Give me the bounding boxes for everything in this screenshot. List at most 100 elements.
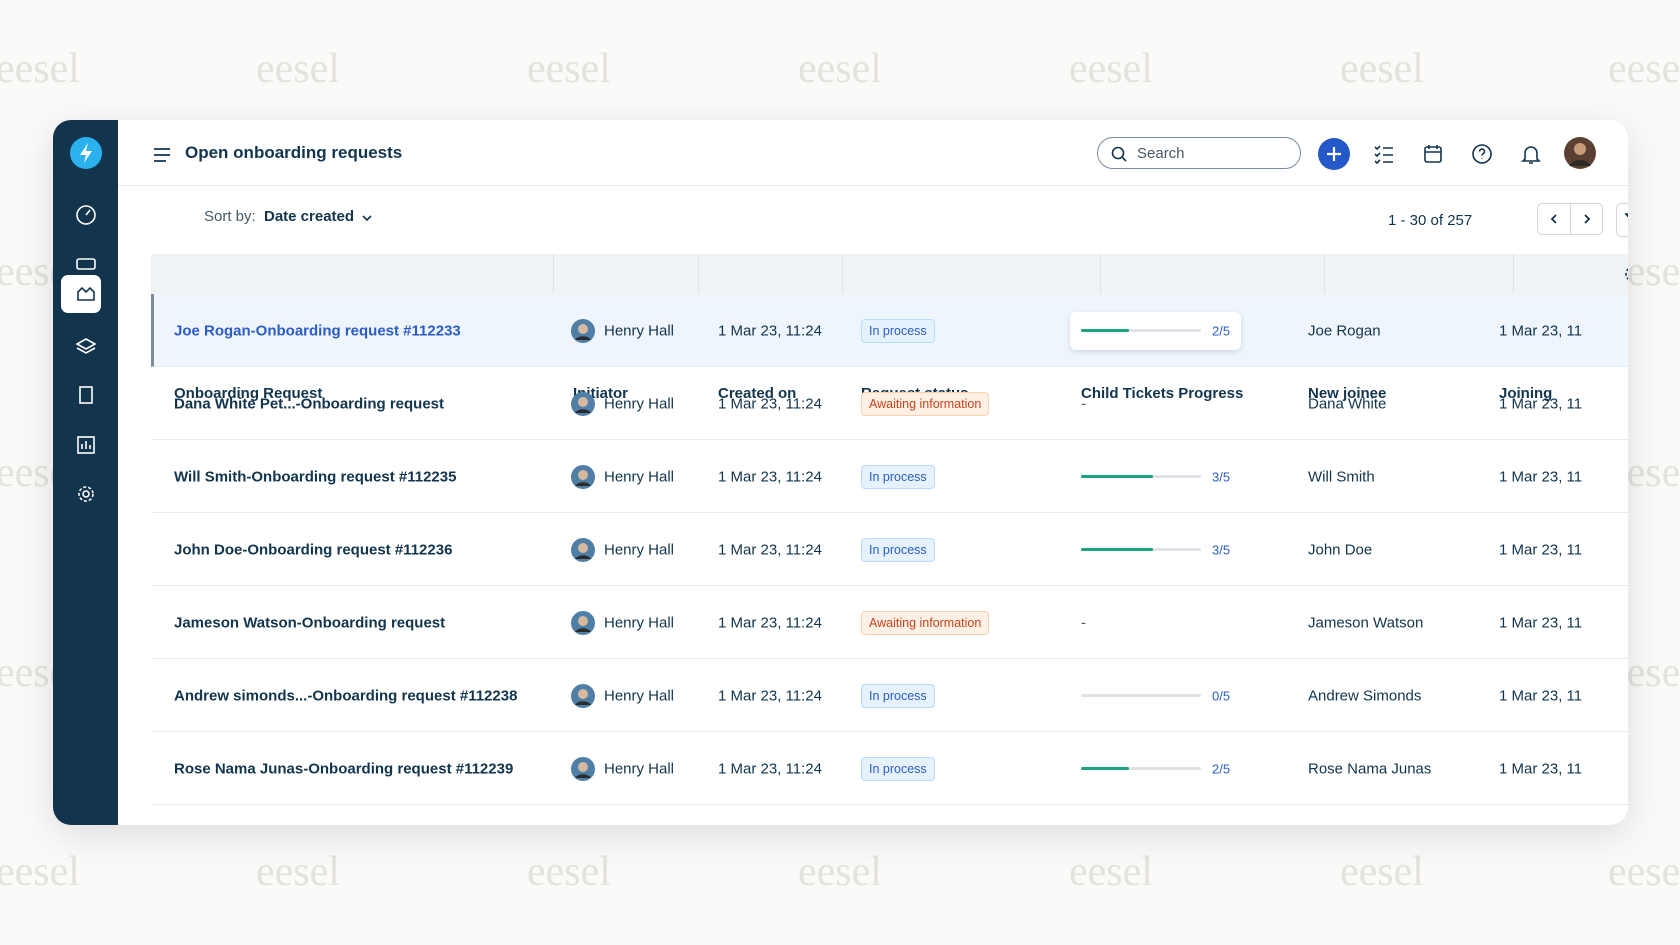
column-header: Child Tickets Progress bbox=[1081, 385, 1244, 402]
progress-empty: - bbox=[1081, 395, 1086, 412]
created-on: 1 Mar 23, 11:24 bbox=[718, 614, 822, 631]
progress-bar bbox=[1081, 475, 1153, 478]
watermark: eesel bbox=[0, 46, 80, 92]
progress-track bbox=[1081, 329, 1201, 332]
column-header: Joining bbox=[1499, 385, 1553, 402]
watermark: eesel bbox=[798, 46, 882, 92]
initiator-name: Henry Hall bbox=[604, 541, 675, 558]
new-joinee: Rose Nama Junas bbox=[1308, 760, 1432, 777]
initiator-avatar bbox=[571, 756, 595, 781]
created-on: 1 Mar 23, 11:24 bbox=[718, 687, 822, 704]
page-title: Open onboarding requests bbox=[185, 143, 403, 162]
progress-label: 2/5 bbox=[1212, 761, 1231, 776]
column-separator bbox=[698, 254, 699, 294]
dashboard-icon[interactable] bbox=[70, 199, 102, 231]
request-title[interactable]: Andrew simonds...-Onboarding request #11… bbox=[174, 687, 518, 704]
column-separator bbox=[553, 254, 554, 294]
reports-icon[interactable] bbox=[70, 429, 102, 461]
initiator-name: Henry Hall bbox=[604, 614, 675, 631]
column-header: Onboarding Request bbox=[174, 385, 323, 402]
watermark: eesel bbox=[1608, 46, 1680, 92]
created-on: 1 Mar 23, 11:24 bbox=[718, 541, 822, 558]
search-box[interactable]: Search bbox=[1097, 137, 1301, 169]
calendar-icon[interactable] bbox=[1420, 141, 1446, 167]
watermark: eesel bbox=[256, 849, 340, 895]
progress-track bbox=[1081, 694, 1201, 697]
joining-date: 1 Mar 23, 11 bbox=[1499, 687, 1583, 704]
initiator-avatar bbox=[571, 318, 595, 343]
request-title[interactable]: Dana White Pet...-Onboarding request bbox=[174, 395, 445, 412]
joining-date: 1 Mar 23, 11 bbox=[1499, 541, 1583, 558]
table-row[interactable] bbox=[151, 586, 1628, 659]
sort-value[interactable]: Date created bbox=[264, 208, 355, 225]
initiator-avatar bbox=[571, 391, 595, 416]
help-icon[interactable] bbox=[1469, 141, 1495, 167]
knowledge-icon[interactable] bbox=[70, 379, 102, 411]
menu-icon[interactable] bbox=[151, 144, 173, 166]
table-row[interactable] bbox=[151, 732, 1628, 805]
new-joinee: Joe Rogan bbox=[1308, 322, 1381, 339]
initiator-name: Henry Hall bbox=[604, 322, 675, 339]
initiator-name: Henry Hall bbox=[604, 395, 675, 412]
column-header: Created on bbox=[718, 385, 797, 402]
onboarding-icon[interactable] bbox=[70, 278, 102, 310]
tasks-icon[interactable] bbox=[1371, 141, 1397, 167]
column-separator bbox=[1513, 254, 1514, 294]
request-title[interactable]: Jameson Watson-Onboarding request bbox=[174, 614, 446, 631]
joining-date: 1 Mar 23, 11 bbox=[1499, 395, 1583, 412]
joining-date: 1 Mar 23, 11 bbox=[1499, 614, 1583, 631]
table-row[interactable] bbox=[151, 367, 1628, 440]
user-avatar[interactable] bbox=[1563, 136, 1597, 170]
initiator-name: Henry Hall bbox=[604, 468, 675, 485]
settings-icon[interactable] bbox=[70, 478, 102, 510]
search-placeholder: Search bbox=[1137, 145, 1185, 162]
status-badge: In process bbox=[861, 318, 935, 343]
column-separator bbox=[1100, 254, 1101, 294]
watermark: eesel bbox=[527, 46, 611, 92]
column-header: New joinee bbox=[1308, 385, 1387, 402]
sidebar bbox=[53, 120, 118, 825]
app-window: Open onboarding requests Search Sort by:… bbox=[53, 120, 1628, 825]
watermark: eesel bbox=[1340, 849, 1424, 895]
progress-label: 0/5 bbox=[1212, 688, 1231, 703]
new-joinee: Andrew Simonds bbox=[1308, 687, 1422, 704]
table-row[interactable] bbox=[151, 440, 1628, 513]
new-joinee: Dana White bbox=[1308, 395, 1387, 412]
initiator-name: Henry Hall bbox=[604, 687, 675, 704]
watermark: eesel bbox=[798, 849, 882, 895]
request-title[interactable]: Joe Rogan-Onboarding request #112233 bbox=[174, 322, 461, 339]
initiator-avatar bbox=[571, 683, 595, 708]
pagination-text: 1 - 30 of 257 bbox=[1388, 212, 1473, 229]
notifications-icon[interactable] bbox=[1518, 141, 1544, 167]
initiator-avatar bbox=[571, 610, 595, 635]
tickets-icon[interactable] bbox=[70, 248, 102, 280]
table-row[interactable] bbox=[151, 659, 1628, 732]
column-settings[interactable] bbox=[1617, 254, 1628, 294]
progress-bar bbox=[1081, 767, 1129, 770]
joining-date: 1 Mar 23, 11 bbox=[1499, 760, 1583, 777]
table-row[interactable] bbox=[151, 513, 1628, 586]
add-button[interactable] bbox=[1317, 137, 1351, 171]
status-badge: In process bbox=[861, 537, 935, 562]
next-page[interactable] bbox=[1580, 212, 1594, 226]
layers-icon[interactable] bbox=[70, 331, 102, 363]
sort-chevron[interactable] bbox=[360, 211, 374, 225]
request-title[interactable]: John Doe-Onboarding request #112236 bbox=[174, 541, 453, 558]
main: Open onboarding requests Search Sort by:… bbox=[118, 120, 1628, 825]
new-joinee: Jameson Watson bbox=[1308, 614, 1424, 631]
progress-label: 3/5 bbox=[1212, 542, 1231, 557]
watermark: eesel bbox=[256, 46, 340, 92]
joining-date: 1 Mar 23, 11 bbox=[1499, 468, 1583, 485]
watermark: eesel bbox=[527, 849, 611, 895]
initiator-name: Henry Hall bbox=[604, 760, 675, 777]
watermark: eesel bbox=[1608, 849, 1680, 895]
column-separator bbox=[842, 254, 843, 294]
filter-button[interactable] bbox=[1616, 203, 1628, 237]
column-separator bbox=[1324, 254, 1325, 294]
request-title[interactable]: Rose Nama Junas-Onboarding request #1122… bbox=[174, 760, 514, 777]
request-title[interactable]: Will Smith-Onboarding request #112235 bbox=[174, 468, 457, 485]
table-header bbox=[151, 254, 1628, 294]
prev-page[interactable] bbox=[1547, 212, 1561, 226]
watermark: eesel bbox=[1340, 46, 1424, 92]
